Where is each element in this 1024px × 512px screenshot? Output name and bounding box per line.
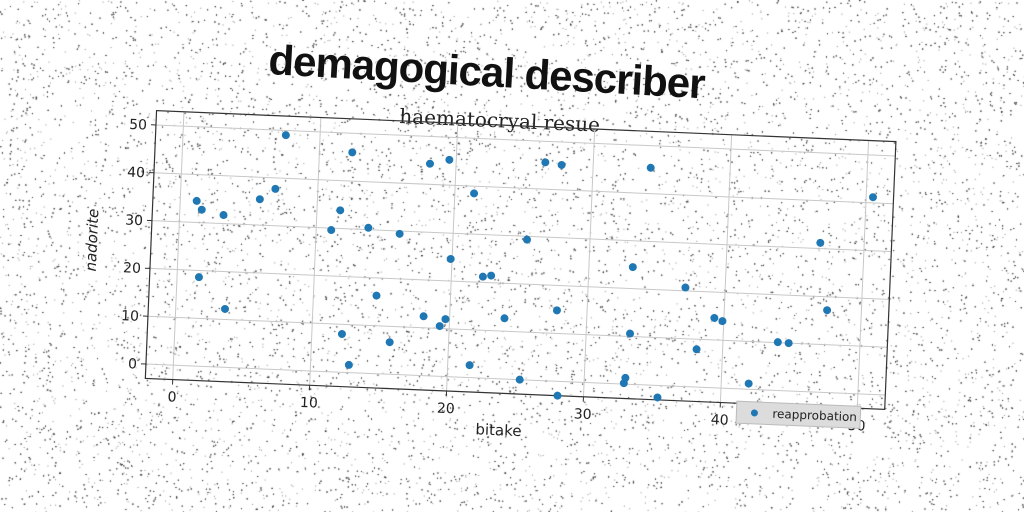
data-point xyxy=(478,272,487,281)
y-tick-label: 50 xyxy=(129,117,147,134)
data-point xyxy=(626,329,635,338)
x-grid-line xyxy=(856,140,870,409)
data-point xyxy=(271,184,280,193)
data-point xyxy=(773,338,782,347)
legend-box xyxy=(735,400,862,429)
y-axis-label: nadorite xyxy=(82,208,103,272)
x-tick-label: 20 xyxy=(437,401,455,418)
data-point xyxy=(628,263,637,272)
data-point xyxy=(868,193,877,202)
data-point xyxy=(470,189,479,198)
data-point xyxy=(364,223,373,232)
legend-label: reapprobation xyxy=(772,407,857,425)
data-point xyxy=(522,235,531,244)
y-tick-label: 40 xyxy=(127,165,145,182)
data-point xyxy=(348,148,357,157)
x-tick-label: 30 xyxy=(573,406,591,423)
x-grid-line xyxy=(309,117,322,386)
data-point xyxy=(445,155,454,164)
y-grid-line xyxy=(145,363,886,396)
data-point xyxy=(653,393,662,402)
x-tick-label: 40 xyxy=(710,412,728,429)
data-point xyxy=(487,271,496,280)
data-point xyxy=(372,291,381,300)
data-point xyxy=(681,283,690,292)
data-point xyxy=(744,379,753,388)
data-point xyxy=(515,375,524,384)
x-grid-line xyxy=(719,134,733,403)
data-point xyxy=(710,313,719,322)
data-point xyxy=(221,304,230,313)
data-point xyxy=(441,315,450,324)
data-point xyxy=(281,131,290,140)
data-point xyxy=(197,205,206,214)
y-grid-line xyxy=(149,267,890,300)
data-point xyxy=(194,273,203,282)
y-grid-line xyxy=(155,124,896,157)
y-tick-label: 0 xyxy=(128,356,138,372)
data-point xyxy=(255,195,264,204)
data-point xyxy=(192,196,201,205)
data-point xyxy=(718,317,727,326)
y-tick-label: 10 xyxy=(121,308,139,325)
y-tick-label: 20 xyxy=(123,260,141,277)
data-point xyxy=(344,360,353,369)
axis-ticks: 0102030405001020304050 xyxy=(121,117,866,435)
x-axis-label: bitake xyxy=(475,420,522,440)
data-point xyxy=(435,322,444,331)
x-grid-line xyxy=(172,111,185,380)
data-point xyxy=(219,211,228,220)
legend-marker xyxy=(750,409,758,417)
plot-frame xyxy=(144,110,897,411)
data-point xyxy=(621,373,630,382)
data-point xyxy=(692,345,701,354)
data-point xyxy=(425,159,434,168)
y-grid-line xyxy=(153,172,894,205)
data-point xyxy=(784,339,793,348)
grid xyxy=(145,111,896,409)
data-point xyxy=(337,329,346,338)
data-point xyxy=(552,306,561,315)
y-grid-line xyxy=(147,315,888,348)
data-point xyxy=(327,226,336,235)
y-grid-line xyxy=(151,220,892,253)
data-point xyxy=(541,158,550,167)
data-point xyxy=(465,361,474,370)
x-tick-label: 0 xyxy=(167,389,177,405)
x-tick-label: 10 xyxy=(300,395,318,412)
data-point xyxy=(446,254,455,263)
data-point xyxy=(557,160,566,169)
y-tick-label: 30 xyxy=(125,212,143,229)
data-point xyxy=(823,306,832,315)
x-grid-line xyxy=(582,128,596,397)
data-point xyxy=(500,314,509,323)
data-points xyxy=(192,131,877,402)
data-point xyxy=(553,391,562,400)
data-point xyxy=(385,338,394,347)
data-point xyxy=(336,206,345,215)
data-point xyxy=(419,312,428,321)
data-point xyxy=(646,163,655,172)
legend: reapprobation xyxy=(735,400,862,429)
data-point xyxy=(395,229,404,238)
data-point xyxy=(816,238,825,247)
